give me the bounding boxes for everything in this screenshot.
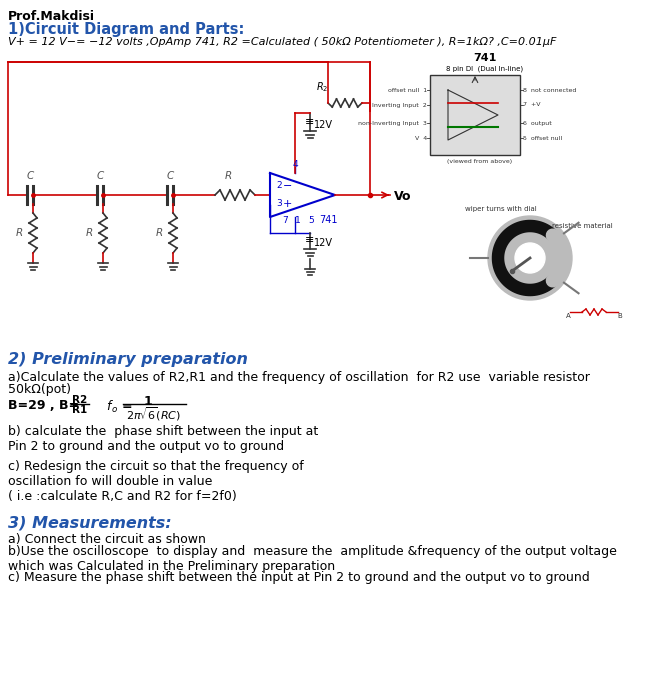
Text: 5  offset null: 5 offset null	[523, 136, 562, 141]
Text: R1: R1	[72, 405, 88, 415]
Text: $\equiv$: $\equiv$	[302, 116, 315, 126]
Text: −: −	[283, 181, 292, 191]
Text: 2) Preliminary preparation: 2) Preliminary preparation	[8, 352, 248, 367]
Text: c) Redesign the circuit so that the frequency of
oscillation fo will double in v: c) Redesign the circuit so that the freq…	[8, 460, 304, 503]
Text: 3: 3	[276, 199, 282, 209]
Text: b)Use the oscilloscope  to display and  measure the  amplitude &frequency of the: b)Use the oscilloscope to display and me…	[8, 545, 617, 573]
Text: 1: 1	[143, 395, 153, 408]
Text: R: R	[156, 228, 163, 238]
Text: R: R	[224, 171, 232, 181]
Text: $2\pi\sqrt{6}(RC)$: $2\pi\sqrt{6}(RC)$	[126, 405, 180, 423]
Text: a) Connect the circuit as shown: a) Connect the circuit as shown	[8, 533, 206, 546]
Circle shape	[488, 216, 572, 300]
Text: (viewed from above): (viewed from above)	[447, 159, 513, 164]
Text: C: C	[166, 171, 174, 181]
Text: a)Calculate the values of R2,R1 and the frequency of oscillation  for R2 use  va: a)Calculate the values of R2,R1 and the …	[8, 371, 590, 384]
Text: c) Measure the phase shift between the input at Pin 2 to ground and the output v: c) Measure the phase shift between the i…	[8, 571, 590, 584]
Text: Vo: Vo	[394, 190, 411, 204]
Text: 7: 7	[282, 216, 288, 225]
Text: $R_2$: $R_2$	[316, 80, 328, 94]
Text: offset null  1: offset null 1	[388, 88, 427, 92]
Text: C: C	[96, 171, 103, 181]
Text: 2: 2	[276, 181, 282, 190]
Text: b) calculate the  phase shift between the input at
Pin 2 to ground and the outpu: b) calculate the phase shift between the…	[8, 425, 318, 453]
Text: R: R	[86, 228, 93, 238]
Text: V+ = 12 V−= −12 volts ,OpAmp 741, R2 =Calculated ( 50kΩ Potentiometer ), R=1kΩ? : V+ = 12 V−= −12 volts ,OpAmp 741, R2 =Ca…	[8, 37, 557, 47]
Bar	[430, 75, 520, 155]
Text: 12V: 12V	[314, 238, 333, 248]
Text: B: B	[618, 313, 622, 319]
Text: 1)Circuit Diagram and Parts:: 1)Circuit Diagram and Parts:	[8, 22, 244, 37]
Text: 7  +V: 7 +V	[523, 102, 540, 108]
Text: A: A	[566, 313, 570, 319]
Text: wiper turns with dial: wiper turns with dial	[465, 206, 537, 212]
Text: R2: R2	[72, 395, 88, 405]
Text: 12V: 12V	[314, 120, 333, 130]
Text: resistive material: resistive material	[552, 223, 613, 229]
Text: $f_o$ =: $f_o$ =	[98, 399, 132, 415]
Text: 6  output: 6 output	[523, 120, 552, 125]
Circle shape	[515, 243, 545, 273]
Text: 50kΩ(pot): 50kΩ(pot)	[8, 383, 71, 396]
Text: 8 pin DI  (Dual In-line): 8 pin DI (Dual In-line)	[446, 65, 524, 71]
Text: 741: 741	[318, 215, 338, 225]
Text: B=29 , B=: B=29 , B=	[8, 399, 79, 412]
Text: $\equiv$: $\equiv$	[302, 234, 315, 244]
Text: Inverting Input  2: Inverting Input 2	[372, 102, 427, 108]
Text: Prof.Makdisi: Prof.Makdisi	[8, 10, 95, 23]
Text: 3) Measurements:: 3) Measurements:	[8, 515, 172, 530]
Text: V  4: V 4	[415, 136, 427, 141]
Text: 8  not connected: 8 not connected	[523, 88, 576, 92]
Text: 4: 4	[292, 160, 298, 169]
Text: 741: 741	[473, 53, 497, 63]
Text: +: +	[283, 199, 292, 209]
Text: non-Inverting Input  3: non-Inverting Input 3	[358, 120, 427, 125]
Text: 1: 1	[295, 216, 301, 225]
Text: 5: 5	[308, 216, 314, 225]
Text: C: C	[26, 171, 34, 181]
Text: R: R	[16, 228, 23, 238]
